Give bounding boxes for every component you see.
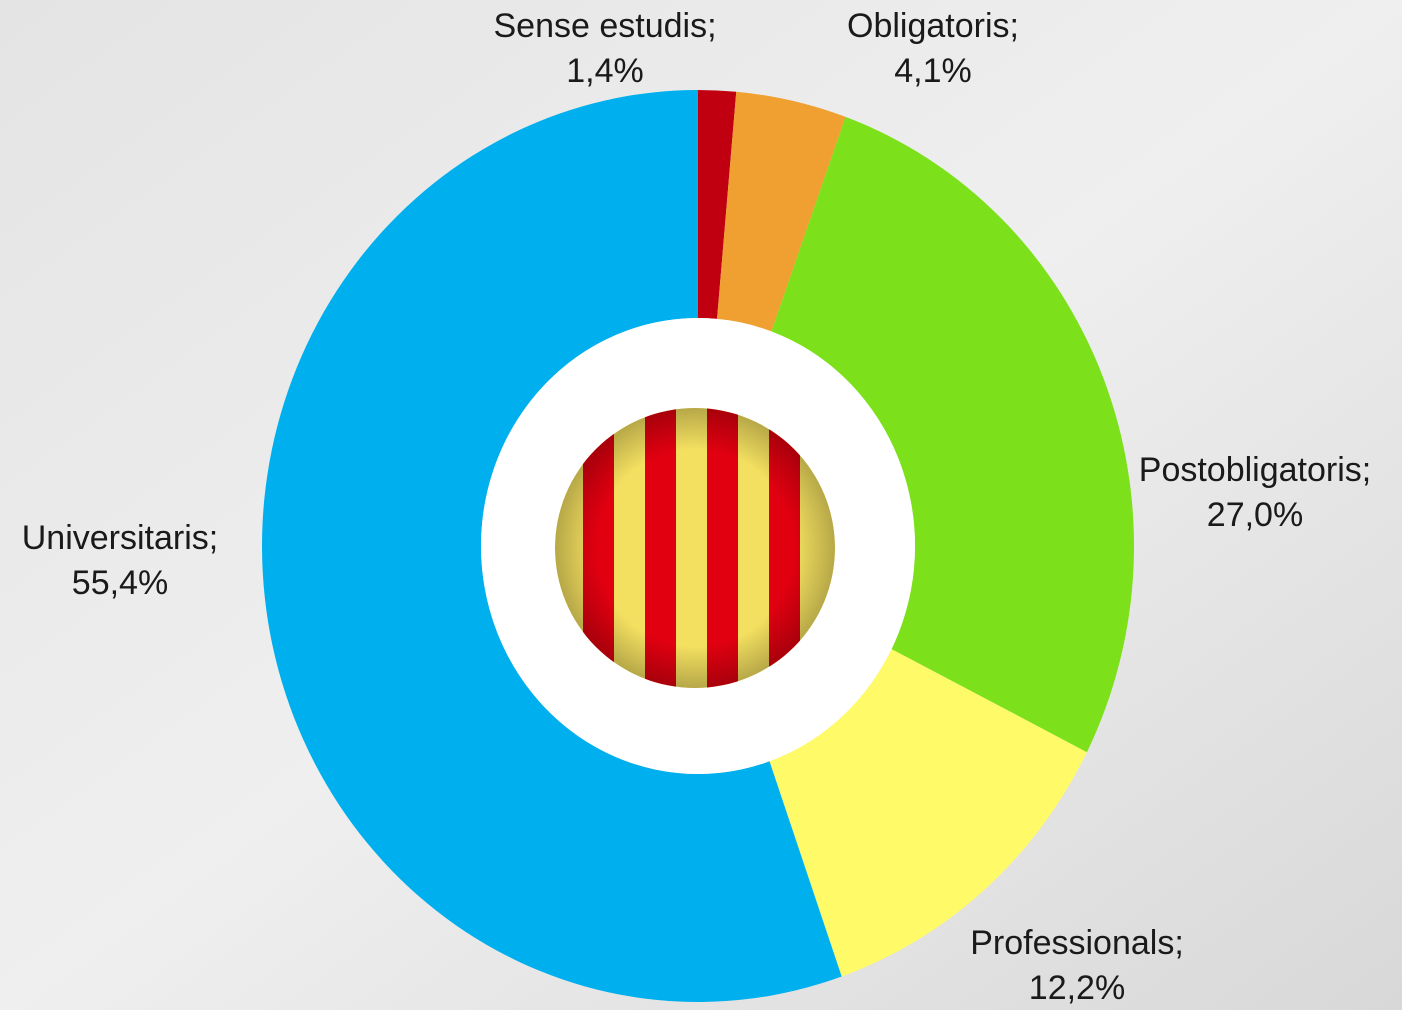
slice-label: Universitaris; bbox=[22, 519, 218, 557]
value-label: 55,4% bbox=[72, 564, 168, 602]
slice-label: Professionals; bbox=[970, 924, 1184, 962]
slice-label: Postobligatoris; bbox=[1139, 451, 1371, 489]
page: Sense estudis; 1,4% Obligatoris; 4,1% Postob… bbox=[0, 0, 1402, 1010]
chart: Sense estudis; 1,4% Obligatoris; 4,1% Postob… bbox=[0, 0, 1402, 1010]
slice-label: Obligatoris; bbox=[847, 7, 1019, 45]
slice-label: Sense estudis; bbox=[493, 7, 716, 45]
value-label: 27,0% bbox=[1207, 496, 1303, 534]
value-label: 1,4% bbox=[566, 52, 644, 90]
value-label: 4,1% bbox=[894, 52, 972, 90]
emblem bbox=[555, 408, 835, 688]
value-label: 12,2% bbox=[1029, 969, 1125, 1007]
